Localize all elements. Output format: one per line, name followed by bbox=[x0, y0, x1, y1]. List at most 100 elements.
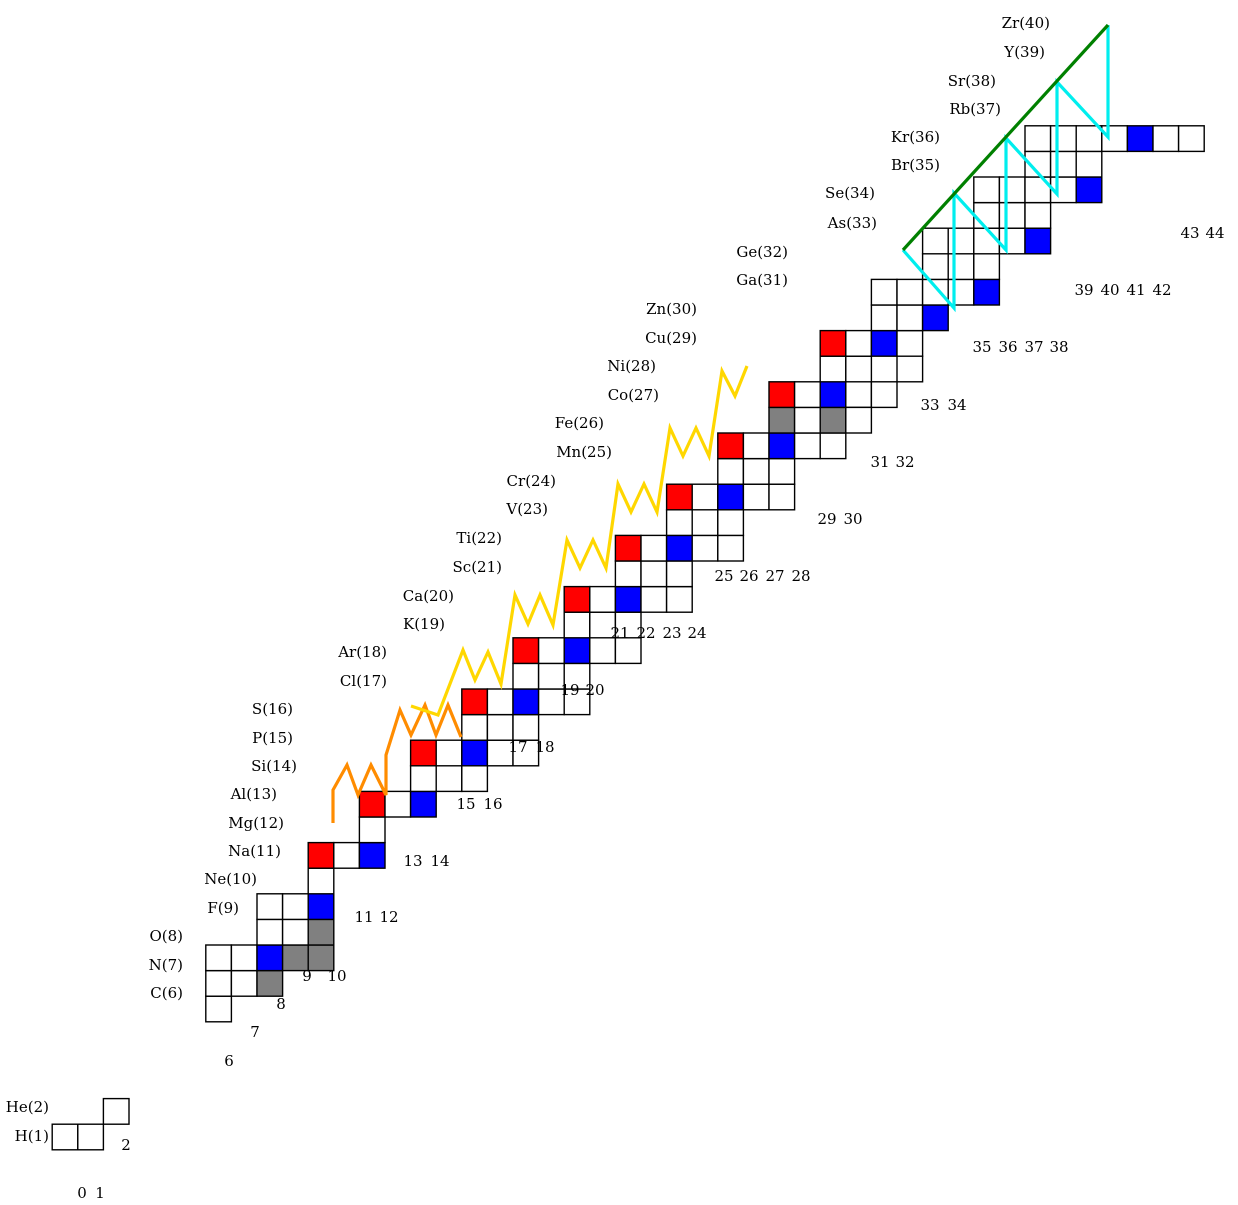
cell-n33-z34 bbox=[896, 278, 924, 306]
element-label: Sc(21) bbox=[453, 558, 502, 576]
element-label: He(2) bbox=[6, 1098, 49, 1116]
element-label: Co(27) bbox=[608, 386, 659, 404]
element-label: Al(13) bbox=[230, 785, 277, 803]
element-label: Zn(30) bbox=[646, 300, 697, 318]
cell-n17-z18 bbox=[486, 688, 514, 716]
neutron-label: 36 bbox=[998, 338, 1017, 356]
cell-n16-z17 bbox=[461, 713, 489, 741]
cell-n22-z20 bbox=[614, 637, 642, 665]
cell-n12-z14 bbox=[358, 790, 386, 818]
element-labels: H(1) He(2) C(6) N(7) O(8) F(9) Ne(10) Na(11) Mg(… bbox=[6, 14, 1050, 1145]
cell-n8-z8 bbox=[256, 944, 284, 972]
cell-n10-z8 bbox=[307, 944, 335, 972]
cell-n28-z29 bbox=[768, 406, 796, 434]
neutron-label: 11 bbox=[354, 908, 373, 926]
neutron-label: 12 bbox=[379, 908, 398, 926]
cell-n2-z2 bbox=[102, 1097, 130, 1125]
cell-n29-z29 bbox=[793, 406, 821, 434]
cell-n42-z40 bbox=[1126, 125, 1154, 153]
cell-n35-z35 bbox=[947, 253, 975, 281]
element-label: Ni(28) bbox=[607, 357, 656, 375]
cell-n29-z30 bbox=[793, 381, 821, 409]
cell-n38-z37 bbox=[1024, 201, 1052, 229]
cell-n1-z1 bbox=[77, 1123, 105, 1151]
element-label: Zr(40) bbox=[1002, 14, 1050, 32]
cell-n19-z18 bbox=[537, 688, 565, 716]
cell-n27-z26 bbox=[742, 483, 770, 511]
cell-n31-z31 bbox=[845, 355, 873, 383]
cell-n38-z36 bbox=[1024, 227, 1052, 255]
cell-n6-z8 bbox=[205, 944, 233, 972]
cell-n32-z34 bbox=[870, 278, 898, 306]
cell-n12-z13 bbox=[358, 816, 386, 844]
cell-n12-z12 bbox=[358, 841, 386, 869]
cell-n16-z16 bbox=[461, 739, 489, 767]
cell-n37-z37 bbox=[998, 201, 1026, 229]
neutron-label: 30 bbox=[843, 510, 862, 528]
cell-n20-z22 bbox=[563, 585, 591, 613]
cell-n32-z32 bbox=[870, 329, 898, 357]
cell-n35-z36 bbox=[947, 227, 975, 255]
cell-n39-z40 bbox=[1049, 125, 1077, 153]
cell-n30-z30 bbox=[819, 381, 847, 409]
cell-n36-z35 bbox=[973, 253, 1001, 281]
orange-path bbox=[331, 700, 463, 823]
element-label: N(7) bbox=[149, 956, 183, 974]
element-label: F(9) bbox=[207, 899, 239, 917]
element-label: Mn(25) bbox=[556, 443, 612, 461]
cell-n30-z28 bbox=[819, 432, 847, 460]
cell-n16-z18 bbox=[461, 688, 489, 716]
element-label: Sr(38) bbox=[948, 72, 996, 90]
element-label: Kr(36) bbox=[891, 128, 940, 146]
cell-n10-z11 bbox=[307, 867, 335, 895]
cell-n16-z15 bbox=[461, 765, 489, 793]
cell-n34-z34 bbox=[921, 278, 949, 306]
neutron-label: 25 bbox=[714, 567, 733, 585]
cell-n33-z31 bbox=[896, 355, 924, 383]
element-label: Ne(10) bbox=[204, 870, 257, 888]
neutron-label: 23 bbox=[662, 624, 681, 642]
cell-n23-z22 bbox=[640, 585, 668, 613]
element-label: Ge(32) bbox=[736, 243, 788, 261]
cell-n20-z20 bbox=[563, 637, 591, 665]
cell-n34-z33 bbox=[921, 304, 949, 332]
neutron-label: 6 bbox=[224, 1052, 234, 1070]
cell-n24-z26 bbox=[665, 483, 693, 511]
cell-n22-z21 bbox=[614, 611, 642, 639]
cell-n28-z28 bbox=[768, 432, 796, 460]
cell-n25-z26 bbox=[691, 483, 719, 511]
cell-n8-z9 bbox=[256, 918, 284, 946]
element-label: Se(34) bbox=[825, 184, 875, 202]
cell-n33-z32 bbox=[896, 329, 924, 357]
cell-n27-z28 bbox=[742, 432, 770, 460]
cell-n24-z22 bbox=[665, 585, 693, 613]
cell-n15-z15 bbox=[435, 765, 463, 793]
neutron-label: 2 bbox=[121, 1136, 131, 1154]
cell-n30-z32 bbox=[819, 329, 847, 357]
neutron-label: 1 bbox=[95, 1184, 105, 1202]
neutron-label: 10 bbox=[327, 967, 346, 985]
cell-n26-z27 bbox=[717, 457, 745, 485]
cell-n9-z9 bbox=[281, 918, 309, 946]
cell-n10-z9 bbox=[307, 918, 335, 946]
element-label: Fe(26) bbox=[555, 414, 604, 432]
element-label: Ca(20) bbox=[403, 587, 454, 605]
cell-n26-z25 bbox=[717, 509, 745, 537]
neutron-label: 42 bbox=[1152, 281, 1171, 299]
cell-n40-z38 bbox=[1075, 176, 1103, 204]
neutron-label: 9 bbox=[302, 967, 312, 985]
cell-n24-z24 bbox=[665, 534, 693, 562]
neutron-label: 38 bbox=[1049, 338, 1068, 356]
neutron-label: 44 bbox=[1205, 224, 1224, 242]
element-label: Cr(24) bbox=[507, 472, 556, 490]
cell-n29-z28 bbox=[793, 432, 821, 460]
cell-n14-z16 bbox=[409, 739, 437, 767]
cell-n22-z22 bbox=[614, 585, 642, 613]
cell-n26-z28 bbox=[717, 432, 745, 460]
cell-n22-z23 bbox=[614, 560, 642, 588]
cell-n37-z36 bbox=[998, 227, 1026, 255]
cell-n38-z40 bbox=[1024, 125, 1052, 153]
cell-n28-z30 bbox=[768, 381, 796, 409]
element-label: Si(14) bbox=[251, 757, 297, 775]
